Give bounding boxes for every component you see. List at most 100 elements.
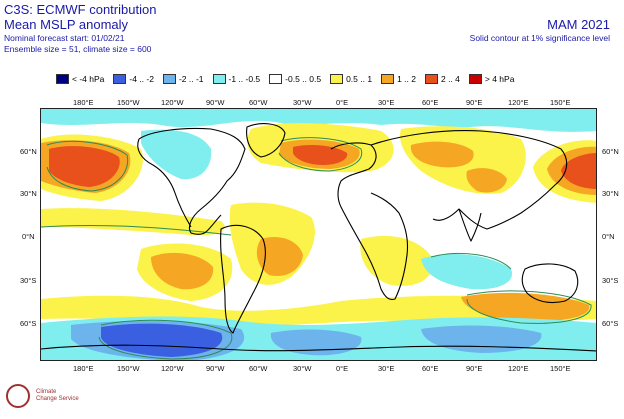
legend-label: 2 .. 4 [440, 74, 460, 84]
lon-label-bottom: 150°W [117, 364, 140, 373]
lon-label-top: 90°W [206, 98, 225, 107]
coastline [137, 138, 192, 228]
anomaly-region [360, 235, 434, 286]
legend-label: < -4 hPa [72, 74, 105, 84]
copernicus-logo: Climate Change Service [6, 382, 86, 416]
coastline [370, 130, 568, 230]
lon-label-bottom: 180°E [73, 364, 94, 373]
significance-contour [278, 137, 363, 172]
legend-label: > 4 hPa [484, 74, 515, 84]
legend-swatch [330, 74, 344, 84]
legend-item: -0.5 .. 0.5 [269, 74, 321, 84]
legend-label: -4 .. -2 [129, 74, 154, 84]
legend-item: 2 .. 4 [424, 74, 460, 84]
lon-label-top: 150°E [550, 98, 571, 107]
lat-label-left: 60°S [20, 319, 37, 328]
lon-label-bottom: 120°W [161, 364, 184, 373]
lon-label-top: 30°E [378, 98, 395, 107]
significance-contour [466, 290, 592, 324]
legend-swatch [468, 74, 482, 84]
logo-ring-icon [6, 384, 30, 408]
anomaly-region [461, 292, 590, 322]
lon-label-bottom: 120°E [508, 364, 529, 373]
anomaly-region [466, 168, 507, 193]
lon-label-top: 150°W [117, 98, 140, 107]
lon-label-top: 120°E [508, 98, 529, 107]
lon-label-bottom: 150°E [550, 364, 571, 373]
legend-label: -1 .. -0.5 [228, 74, 261, 84]
lat-label-left: 30°S [20, 276, 37, 285]
lon-label-bottom: 30°E [378, 364, 395, 373]
lat-label-left: 30°N [20, 189, 37, 198]
season-label: MAM 2021 [547, 17, 610, 32]
significance-note: Solid contour at 1% significance level [469, 33, 610, 43]
chart-title-line2: Mean MSLP anomaly [4, 17, 129, 32]
legend-item: 0.5 .. 1 [330, 74, 372, 84]
anomaly-region [41, 208, 225, 236]
color-legend: < -4 hPa -4 .. -2 -2 .. -1 -1 .. -0.5 -0… [56, 74, 514, 84]
lon-label-top: 90°E [466, 98, 483, 107]
legend-label: 1 .. 2 [397, 74, 416, 84]
coastline [138, 127, 246, 235]
logo-text: Climate Change Service [36, 389, 79, 403]
lat-label-right: 60°N [602, 147, 619, 156]
coastline [41, 344, 596, 352]
lon-label-top: 60°E [422, 98, 439, 107]
anomaly-region [421, 254, 513, 290]
coastline [458, 208, 482, 242]
anomaly-region [49, 146, 120, 187]
legend-swatch [162, 74, 176, 84]
lon-label-top: 60°W [249, 98, 268, 107]
anomaly-map [40, 108, 597, 361]
lat-label-right: 0°N [602, 232, 615, 241]
significance-contour [41, 224, 232, 236]
legend-item: 1 .. 2 [381, 74, 416, 84]
lon-label-bottom: 90°E [466, 364, 483, 373]
lon-label-top: 30°W [293, 98, 312, 107]
lat-label-right: 30°N [602, 189, 619, 198]
coastline [246, 123, 286, 158]
anomaly-region [410, 141, 474, 168]
legend-item: -1 .. -0.5 [212, 74, 261, 84]
logo-text-line1: Climate [36, 389, 57, 395]
anomaly-region [293, 145, 348, 165]
lon-label-bottom: 60°W [249, 364, 268, 373]
significance-contour [46, 140, 129, 192]
lat-label-left: 60°N [20, 147, 37, 156]
coastline [220, 224, 266, 334]
significance-contour [430, 252, 512, 270]
chart-title-line1: C3S: ECMWF contribution [4, 2, 157, 17]
coastline [330, 142, 409, 301]
legend-label: -2 .. -1 [178, 74, 204, 84]
lat-label-left: 0°N [22, 232, 35, 241]
lon-label-bottom: 90°W [206, 364, 225, 373]
legend-item: < -4 hPa [56, 74, 104, 84]
anomaly-region [41, 109, 596, 132]
anomaly-region [141, 129, 212, 180]
coastline [521, 263, 579, 304]
legend-label: 0.5 .. 1 [346, 74, 373, 84]
anomaly-region [151, 252, 214, 290]
lon-label-bottom: 60°E [422, 364, 439, 373]
legend-swatch [424, 74, 438, 84]
lon-label-bottom: 0°E [336, 364, 349, 373]
lat-label-right: 60°S [602, 319, 619, 328]
legend-item: > 4 hPa [468, 74, 515, 84]
lat-label-right: 30°S [602, 276, 619, 285]
lon-label-bottom: 30°W [293, 364, 312, 373]
legend-swatch [269, 74, 283, 84]
logo-text-line2: Change Service [36, 396, 79, 402]
legend-swatch [212, 74, 226, 84]
legend-item: -4 .. -2 [113, 74, 154, 84]
lon-label-top: 0°E [336, 98, 349, 107]
ensemble-size-text: Ensemble size = 51, climate size = 600 [4, 44, 152, 54]
legend-item: -2 .. -1 [162, 74, 204, 84]
legend-label: -0.5 .. 0.5 [285, 74, 322, 84]
anomaly-region [256, 236, 303, 277]
anomaly-region [101, 323, 223, 357]
lon-label-top: 180°E [73, 98, 94, 107]
forecast-start-text: Nominal forecast start: 01/02/21 [4, 33, 125, 43]
legend-swatch [56, 74, 69, 84]
anomaly-region [561, 153, 596, 189]
lon-label-top: 120°W [161, 98, 184, 107]
